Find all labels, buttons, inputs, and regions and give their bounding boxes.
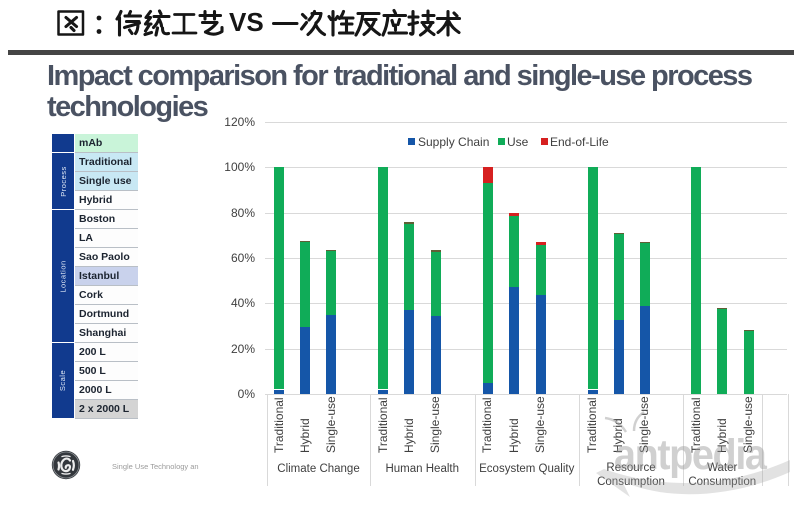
- svg-text:VS: VS: [229, 7, 264, 37]
- svg-text:antpedia: antpedia: [614, 430, 768, 478]
